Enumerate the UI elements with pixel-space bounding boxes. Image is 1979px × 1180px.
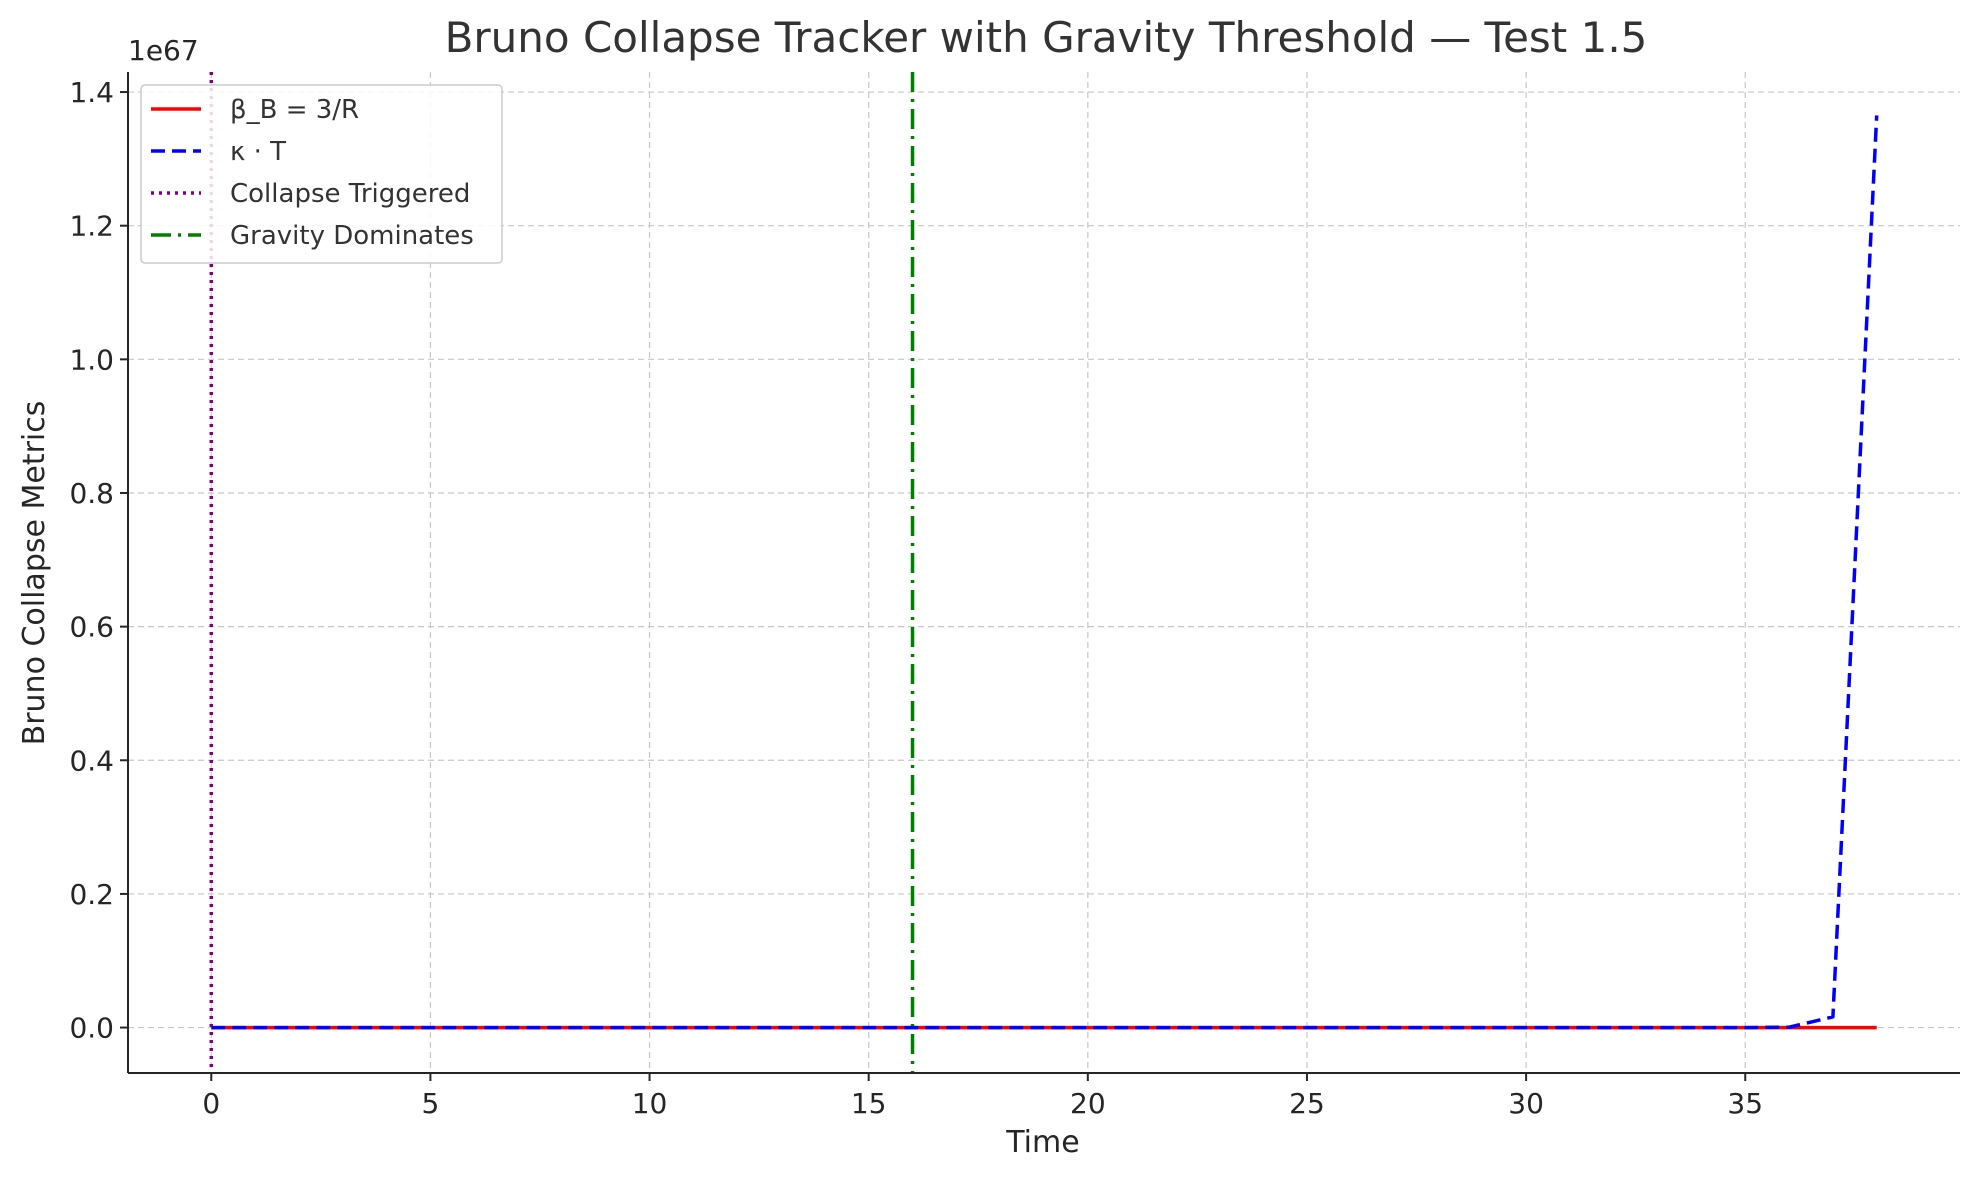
y-tick-label: 0.8: [69, 477, 114, 510]
y-tick-label: 0.2: [69, 878, 114, 911]
y-tick-label: 0.0: [69, 1012, 114, 1045]
x-tick-label: 5: [421, 1087, 439, 1120]
x-tick-label: 35: [1727, 1087, 1763, 1120]
x-tick-label: 30: [1508, 1087, 1544, 1120]
y-offset-label: 1e67: [128, 34, 199, 67]
x-ticks: 0 5 10 15 20 25 30 35: [202, 1073, 1763, 1120]
x-tick-label: 20: [1070, 1087, 1106, 1120]
x-tick-label: 25: [1289, 1087, 1325, 1120]
x-tick-label: 15: [851, 1087, 887, 1120]
x-tick-label: 10: [632, 1087, 668, 1120]
y-tick-label: 0.6: [69, 611, 114, 644]
legend-label: κ · T: [230, 137, 286, 167]
legend-box: [140, 84, 503, 264]
legend-label: Collapse Triggered: [230, 179, 470, 209]
legend-label: Gravity Dominates: [230, 221, 474, 251]
y-ticks: 0.0 0.2 0.4 0.6 0.8 1.0 1.2 1.4: [69, 76, 128, 1045]
y-tick-label: 1.4: [69, 76, 114, 109]
y-tick-label: 1.0: [69, 343, 114, 376]
series-lines: [211, 115, 1879, 1030]
axes: [127, 72, 1960, 1074]
legend: β_B = 3/R κ · T Collapse Triggered Gravity …: [140, 84, 503, 264]
y-tick-label: 0.4: [69, 744, 114, 777]
x-tick-label: 0: [202, 1087, 220, 1120]
series-line-2: [211, 115, 1879, 1030]
y-tick-label: 1.2: [69, 210, 114, 243]
y-axis-label: Bruno Collapse Metrics: [17, 401, 52, 746]
chart-title: Bruno Collapse Tracker with Gravity Thre…: [445, 13, 1648, 62]
vertical-lines: [209, 72, 915, 1073]
x-axis-label: Time: [1005, 1125, 1079, 1160]
legend-label: β_B = 3/R: [230, 95, 359, 125]
